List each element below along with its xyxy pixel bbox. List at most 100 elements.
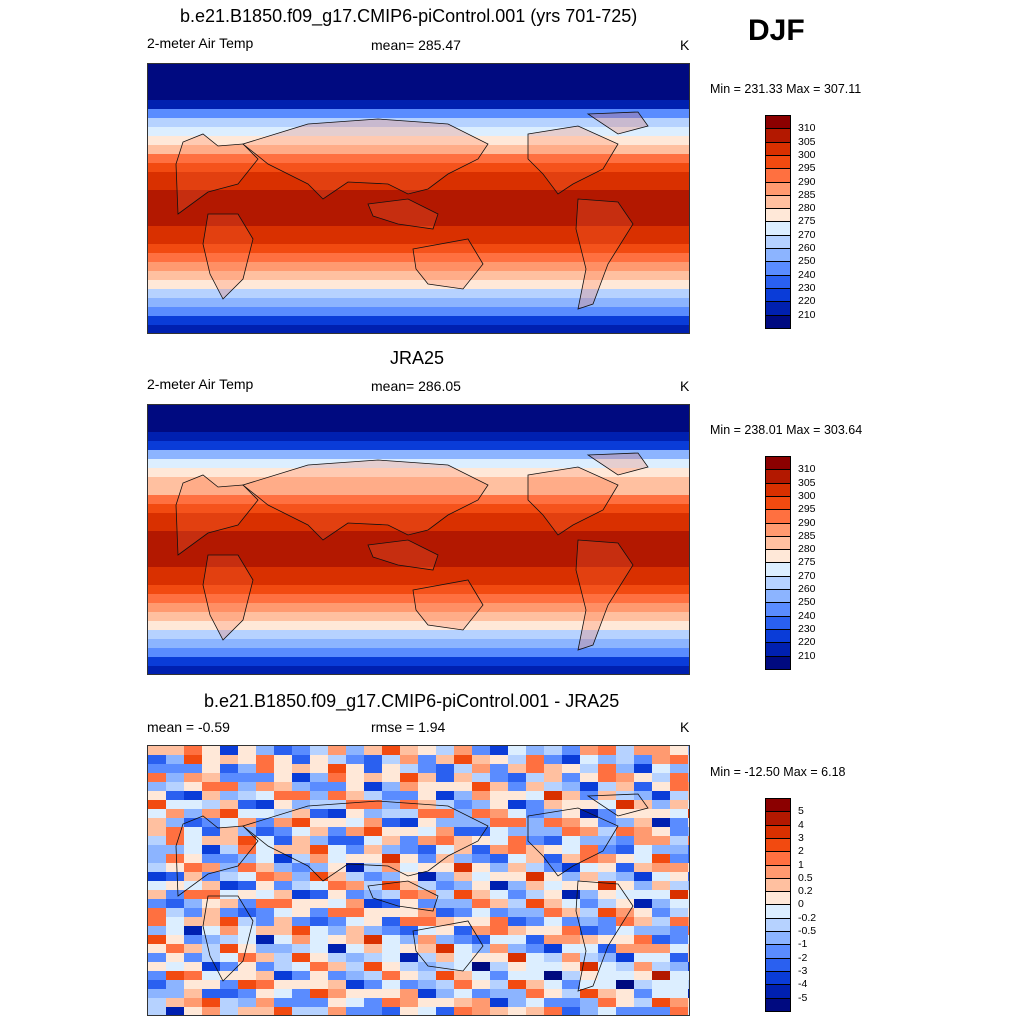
field-cell [184, 908, 203, 918]
field-cell [184, 935, 203, 945]
field-cell [508, 998, 527, 1008]
field-cell [436, 836, 455, 846]
field-cell [382, 773, 401, 783]
field-cell [544, 863, 563, 873]
field-cell [238, 899, 257, 909]
field-cell [670, 998, 689, 1008]
field-cell [346, 791, 365, 801]
field-cell [292, 908, 311, 918]
field-cell [562, 818, 581, 828]
field-cell [238, 827, 257, 837]
field-cell [418, 998, 437, 1008]
colorbar-swatch [765, 917, 791, 932]
field-cell [382, 764, 401, 774]
field-cell [616, 791, 635, 801]
field-cell [472, 890, 491, 900]
field-cell [148, 558, 689, 568]
field-cell [562, 791, 581, 801]
field-cell [490, 800, 509, 810]
field-cell [526, 854, 545, 864]
colorbar-swatch [765, 931, 791, 946]
field-cell [166, 971, 185, 981]
field-cell [364, 989, 383, 999]
map-field [148, 746, 689, 1015]
colorbar-swatch [765, 904, 791, 919]
field-cell [472, 746, 491, 756]
field-cell [382, 926, 401, 936]
field-cell [148, 414, 689, 424]
field-cell [202, 998, 221, 1008]
field-cell [256, 926, 275, 936]
land-shade [243, 460, 488, 540]
field-cell [454, 962, 473, 972]
field-cell [364, 746, 383, 756]
field-cell [328, 944, 347, 954]
field-cell [472, 1007, 491, 1015]
field-cell [346, 998, 365, 1008]
field-cell [220, 980, 239, 990]
field-cell [184, 854, 203, 864]
field-cell [148, 181, 689, 191]
field-cell [490, 827, 509, 837]
field-cell [310, 944, 329, 954]
field-cell [562, 935, 581, 945]
field-cell [472, 809, 491, 819]
field-cell [400, 962, 419, 972]
field-cell [508, 953, 527, 963]
field-cell [652, 989, 671, 999]
field-cell [454, 854, 473, 864]
field-cell [634, 764, 653, 774]
colorbar-tick-label: 310 [798, 122, 816, 135]
field-cell [202, 863, 221, 873]
field-cell [382, 791, 401, 801]
field-cell [148, 190, 689, 200]
colorbar-swatch [765, 274, 791, 289]
field-cell [598, 845, 617, 855]
field-cell [400, 935, 419, 945]
field-cell [454, 845, 473, 855]
field-cell [220, 773, 239, 783]
field-cell [472, 800, 491, 810]
field-cell [148, 172, 689, 182]
field-cell [418, 926, 437, 936]
field-cell [688, 980, 689, 990]
field-cell [598, 773, 617, 783]
field-cell [454, 764, 473, 774]
colorbar-swatch [765, 811, 791, 826]
field-cell [148, 109, 689, 119]
field-cell [328, 836, 347, 846]
field-cell [454, 881, 473, 891]
colorbar-tick-label: -0.5 [798, 925, 817, 937]
colorbar-tick-label: 4 [798, 818, 804, 831]
field-cell [310, 917, 329, 927]
field-cell [202, 1007, 221, 1015]
land-shade [176, 134, 258, 299]
field-cell [202, 782, 221, 792]
field-cell [274, 800, 293, 810]
field-cell [652, 962, 671, 972]
field-cell [634, 836, 653, 846]
field-cell [274, 998, 293, 1008]
field-cell [526, 998, 545, 1008]
field-cell [148, 935, 167, 945]
field-cell [400, 782, 419, 792]
field-cell [562, 890, 581, 900]
field-cell [382, 944, 401, 954]
field-cell [148, 845, 167, 855]
field-cell [292, 755, 311, 765]
field-cell [544, 791, 563, 801]
field-cell [148, 980, 167, 990]
field-cell [292, 809, 311, 819]
field-cell [436, 863, 455, 873]
field-cell [220, 971, 239, 981]
colorbar-tick-label: 300 [798, 148, 816, 161]
field-cell [166, 755, 185, 765]
field-cell [616, 764, 635, 774]
field-cell [526, 845, 545, 855]
field-cell [652, 755, 671, 765]
field-cell [454, 926, 473, 936]
field-cell [598, 800, 617, 810]
field-cell [418, 827, 437, 837]
field-cell [292, 953, 311, 963]
field-cell [148, 91, 689, 101]
